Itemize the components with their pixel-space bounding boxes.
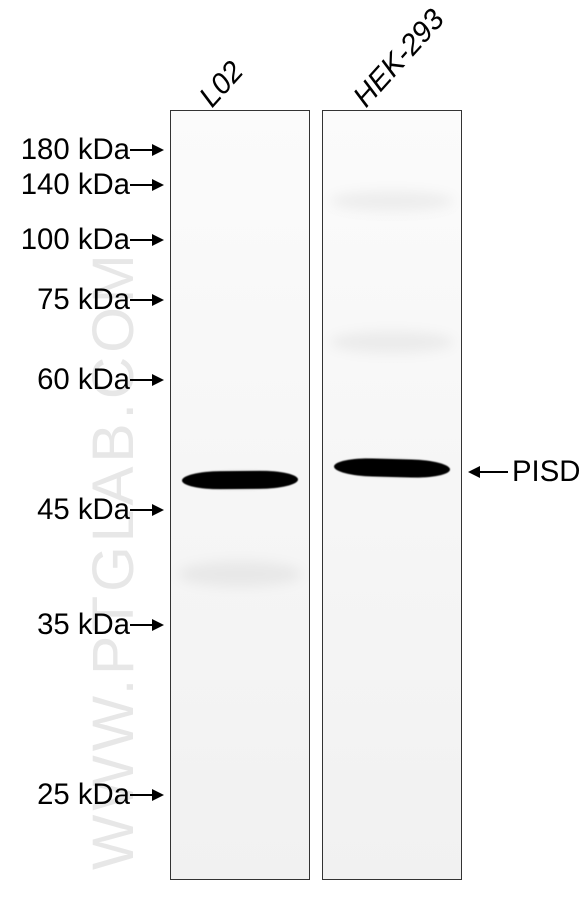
protein-band: [334, 457, 450, 478]
marker-label: 75 kDa: [0, 283, 130, 317]
marker-arrow-icon: [130, 372, 164, 388]
marker-row-3: 75 kDa: [0, 286, 164, 314]
target-label-row: PISD: [468, 455, 580, 489]
marker-arrow-icon: [130, 177, 164, 193]
marker-arrow-icon: [130, 292, 164, 308]
marker-label: 180 kDa: [0, 133, 130, 167]
marker-arrow-icon: [130, 232, 164, 248]
lane-smudge: [330, 331, 454, 353]
marker-label: 60 kDa: [0, 363, 130, 397]
figure-container: WWW.PTGLAB.COM L02HEK-293 180 kDa140 kDa…: [0, 0, 580, 903]
blot-lane-0: [170, 110, 310, 880]
marker-label: 100 kDa: [0, 223, 130, 257]
marker-row-0: 180 kDa: [0, 136, 164, 164]
marker-row-6: 35 kDa: [0, 611, 164, 639]
lane-smudge: [178, 561, 302, 587]
marker-label: 140 kDa: [0, 168, 130, 202]
lane-label-0: L02: [193, 55, 251, 114]
marker-label: 35 kDa: [0, 608, 130, 642]
marker-label: 45 kDa: [0, 493, 130, 527]
blot-lane-1: [322, 110, 462, 880]
marker-row-7: 25 kDa: [0, 781, 164, 809]
lane-label-1: HEK-293: [347, 3, 452, 114]
marker-arrow-icon: [130, 502, 164, 518]
marker-label: 25 kDa: [0, 778, 130, 812]
marker-arrow-icon: [130, 142, 164, 158]
target-label-text: PISD: [512, 455, 580, 489]
lane-smudge: [330, 191, 454, 211]
marker-row-2: 100 kDa: [0, 226, 164, 254]
marker-arrow-icon: [130, 617, 164, 633]
target-arrow-icon: [468, 463, 508, 481]
marker-row-5: 45 kDa: [0, 496, 164, 524]
protein-band: [182, 470, 298, 489]
marker-arrow-icon: [130, 787, 164, 803]
marker-row-4: 60 kDa: [0, 366, 164, 394]
marker-row-1: 140 kDa: [0, 171, 164, 199]
